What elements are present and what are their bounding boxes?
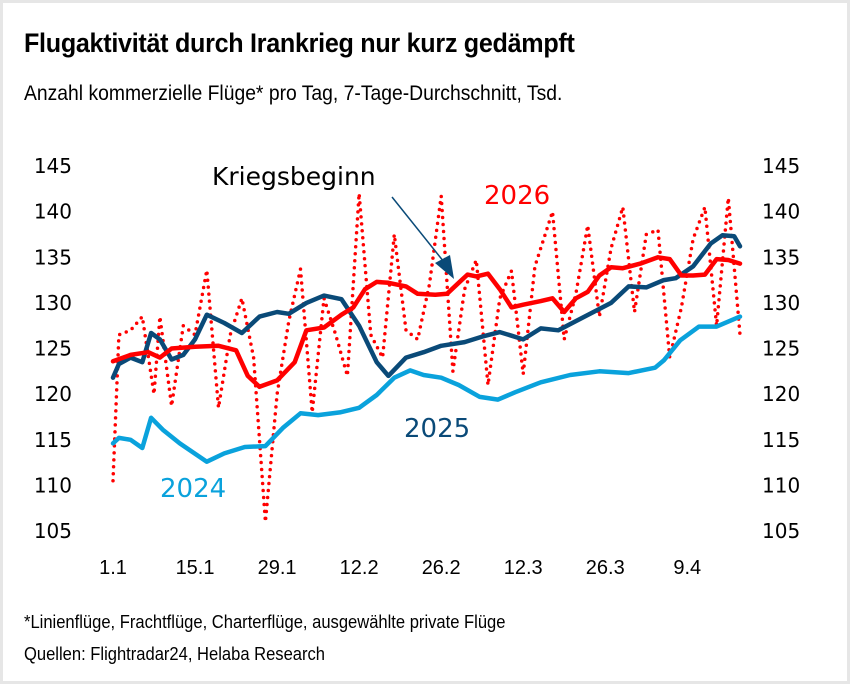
annotation-label: Kriegsbeginn — [212, 162, 376, 191]
x-tick: 12.2 — [340, 557, 379, 579]
series-line-2024 — [110, 314, 743, 464]
annotation-arrowhead — [435, 255, 454, 279]
annotation: Kriegsbeginn — [212, 162, 454, 279]
chart-title: Flugaktivität durch Irankrieg nur kurz g… — [24, 28, 575, 58]
x-tick: 9.4 — [673, 557, 701, 579]
y-tick-left: 125 — [34, 337, 72, 361]
x-tick: 26.3 — [586, 557, 625, 579]
y-tick-right: 130 — [762, 291, 800, 315]
chart-frame — [3, 3, 847, 681]
y-tick-left: 110 — [34, 473, 72, 497]
y-tick-right: 140 — [762, 200, 800, 224]
y-tick-right: 125 — [762, 337, 800, 361]
series-line-2026 — [110, 255, 743, 390]
series-line-2026-daily — [111, 191, 742, 524]
series-label-2024: 2024 — [160, 474, 226, 504]
series-labels: 2026 2025 2024 — [160, 181, 550, 504]
y-tick-right: 135 — [762, 245, 800, 269]
y-tick-right: 115 — [762, 428, 800, 452]
y-tick-left: 120 — [34, 382, 72, 406]
y-axis-left: 105 110 115 120 125 130 135 140 145 — [34, 154, 72, 543]
y-tick-left: 115 — [34, 428, 72, 452]
y-tick-left: 140 — [34, 200, 72, 224]
series-label-2025: 2025 — [404, 414, 470, 444]
annotation-arrow — [391, 196, 445, 263]
series-line-2025 — [110, 233, 743, 380]
footnote: *Linienflüge, Frachtflüge, Charterflüge,… — [24, 612, 506, 632]
x-tick: 12.3 — [504, 557, 543, 579]
y-tick-right: 110 — [762, 473, 800, 497]
plot-area — [110, 191, 743, 524]
y-tick-left: 145 — [34, 154, 72, 178]
y-tick-left: 135 — [34, 245, 72, 269]
series-label-2026: 2026 — [484, 181, 550, 211]
x-tick: 15.1 — [176, 557, 215, 579]
y-tick-right: 145 — [762, 154, 800, 178]
x-tick: 29.1 — [258, 557, 297, 579]
x-tick: 26.2 — [422, 557, 461, 579]
y-axis-right: 105 110 115 120 125 130 135 140 145 — [762, 154, 800, 543]
y-tick-right: 105 — [762, 519, 800, 543]
y-tick-left: 130 — [34, 291, 72, 315]
chart-subtitle: Anzahl kommerzielle Flüge* pro Tag, 7-Ta… — [24, 82, 563, 105]
y-tick-right: 120 — [762, 382, 800, 406]
y-tick-left: 105 — [34, 519, 72, 543]
x-tick: 1.1 — [99, 557, 127, 579]
source-note: Quellen: Flightradar24, Helaba Research — [24, 644, 326, 664]
x-axis: 1.1 15.1 29.1 12.2 26.2 12.3 26.3 9.4 — [99, 557, 701, 579]
